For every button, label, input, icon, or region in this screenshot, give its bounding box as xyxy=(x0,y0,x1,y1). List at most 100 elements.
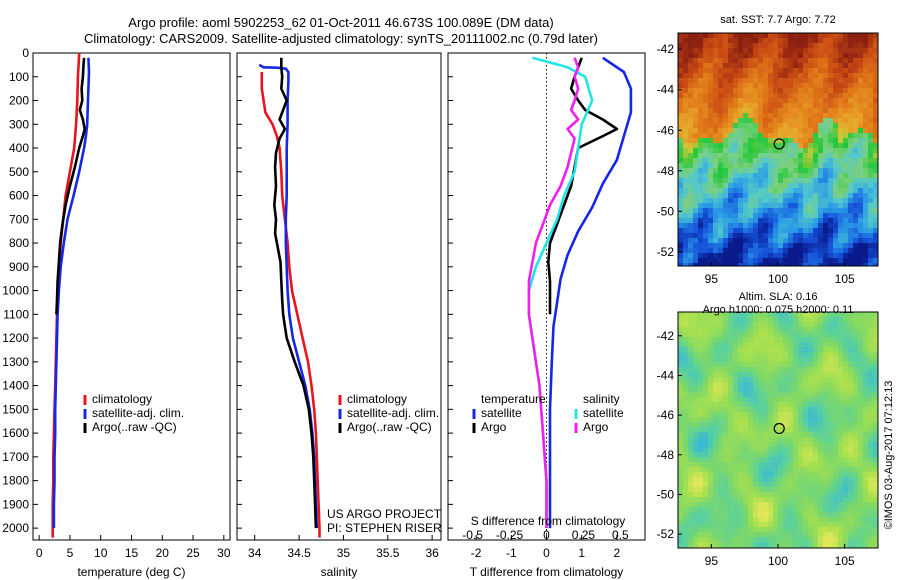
map-cell xyxy=(848,83,854,89)
map-cell xyxy=(843,412,849,418)
map-cell xyxy=(793,482,799,488)
map-cell xyxy=(793,517,799,523)
y-tick-label: -44 xyxy=(657,368,675,382)
map-cell xyxy=(803,233,809,239)
map-cell xyxy=(703,377,709,383)
map-cell xyxy=(838,253,844,259)
map-cell xyxy=(823,193,829,199)
map-cell xyxy=(823,208,829,214)
map-cell xyxy=(698,377,704,383)
map-cell xyxy=(858,68,864,74)
map-cell xyxy=(678,362,684,368)
map-cell xyxy=(738,138,744,144)
map-cell xyxy=(713,482,719,488)
map-cell xyxy=(833,243,839,249)
map-cell xyxy=(733,108,739,114)
map-cell xyxy=(798,347,804,353)
map-cell xyxy=(808,123,814,129)
map-cell xyxy=(798,542,804,548)
map-cell xyxy=(843,482,849,488)
map-cell xyxy=(838,263,844,267)
map-cell xyxy=(833,427,839,433)
map-cell xyxy=(738,502,744,508)
map-cell xyxy=(768,442,774,448)
map-cell xyxy=(848,522,854,528)
map-cell xyxy=(813,168,819,174)
map-cell xyxy=(683,53,689,59)
map-cell xyxy=(838,407,844,413)
map-cell xyxy=(798,198,804,204)
map-cell xyxy=(723,263,729,267)
map-cell xyxy=(678,357,684,363)
map-cell xyxy=(733,447,739,453)
map-cell xyxy=(788,53,794,59)
map-cell xyxy=(733,238,739,244)
map-cell xyxy=(863,128,869,134)
map-cell xyxy=(843,372,849,378)
map-cell xyxy=(868,467,874,473)
map-cell xyxy=(758,382,764,388)
map-cell xyxy=(728,208,734,214)
map-cell xyxy=(848,482,854,488)
map-cell xyxy=(688,512,694,518)
map-cell xyxy=(803,108,809,114)
map-cell xyxy=(808,133,814,139)
map-cell xyxy=(803,527,809,533)
map-cell xyxy=(728,148,734,154)
map-cell xyxy=(808,53,814,59)
map-cell xyxy=(733,417,739,423)
map-cell xyxy=(743,98,749,104)
map-cell xyxy=(703,422,709,428)
map-cell xyxy=(783,213,789,219)
map-cell xyxy=(868,233,874,239)
map-cell xyxy=(858,248,864,254)
map-cell xyxy=(733,73,739,79)
map-cell xyxy=(728,243,734,249)
map-cell xyxy=(688,442,694,448)
map-cell xyxy=(853,33,859,39)
map-cell xyxy=(748,243,754,249)
map-cell xyxy=(783,248,789,254)
map-cell xyxy=(698,228,704,234)
map-cell xyxy=(828,128,834,134)
map-cell xyxy=(743,347,749,353)
map-cell xyxy=(688,213,694,219)
y-tick-label: 1600 xyxy=(2,426,29,440)
map-cell xyxy=(773,98,779,104)
map-cell xyxy=(738,342,744,348)
map-cell xyxy=(853,432,859,438)
map-cell xyxy=(678,372,684,378)
map-cell xyxy=(778,63,784,69)
map-cell xyxy=(678,337,684,343)
map-cell xyxy=(853,312,859,318)
map-cell xyxy=(778,542,784,548)
map-cell xyxy=(868,327,874,333)
map-cell xyxy=(823,113,829,119)
map-cell xyxy=(858,477,864,483)
map-cell xyxy=(848,322,854,328)
plot-frame xyxy=(236,52,442,541)
map-cell xyxy=(763,387,769,393)
map-cell xyxy=(728,258,734,264)
map-cell xyxy=(713,397,719,403)
map-cell xyxy=(778,213,784,219)
map-cell xyxy=(838,48,844,54)
map-cell xyxy=(723,203,729,209)
map-cell xyxy=(823,442,829,448)
x-axis-label: T difference from climatology xyxy=(470,565,624,579)
map-cell xyxy=(708,108,714,114)
map-cell xyxy=(743,48,749,54)
map-cell xyxy=(748,382,754,388)
map-cell xyxy=(758,397,764,403)
map-cell xyxy=(808,417,814,423)
map-cell xyxy=(743,208,749,214)
map-cell xyxy=(848,73,854,79)
map-cell xyxy=(778,352,784,358)
map-cell xyxy=(788,532,794,538)
map-cell xyxy=(728,432,734,438)
map-cell xyxy=(693,357,699,363)
map-cell xyxy=(803,392,809,398)
map-cell xyxy=(768,153,774,159)
map-cell xyxy=(708,173,714,179)
map-cell xyxy=(758,492,764,498)
